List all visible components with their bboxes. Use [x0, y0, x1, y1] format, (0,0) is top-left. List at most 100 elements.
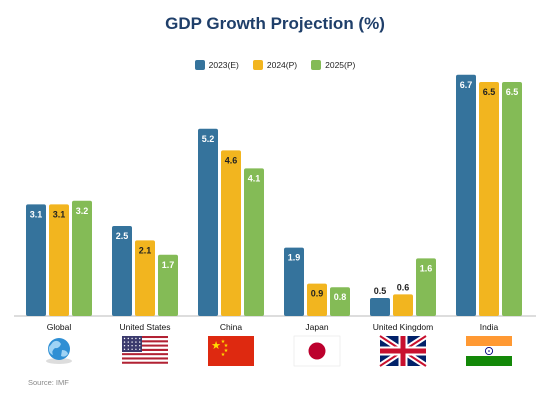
- flag-star: ★: [221, 339, 226, 345]
- flag-star: [131, 348, 133, 350]
- data-label: 1.7: [162, 260, 175, 270]
- data-label: 2.1: [139, 245, 152, 255]
- data-label: 4.1: [248, 173, 261, 183]
- uk-flag-icon: [378, 333, 428, 369]
- flag-star: [131, 341, 133, 343]
- data-label: 3.1: [53, 209, 66, 219]
- flag-stripe: [122, 338, 168, 341]
- bar: [416, 258, 436, 316]
- data-label: 1.9: [288, 253, 301, 263]
- globe-icon: [46, 338, 72, 364]
- data-label: 0.5: [374, 286, 387, 296]
- flag-star: [123, 337, 126, 340]
- flag-star: [135, 341, 137, 343]
- flag-stripe: [122, 353, 168, 356]
- bar: [479, 82, 499, 316]
- flag-stripe: [122, 351, 168, 354]
- flag-chakra: [484, 346, 494, 356]
- legend: 2023(E) 2024(P) 2025(P): [0, 60, 550, 70]
- bar: [221, 150, 241, 316]
- legend-item-2024: 2024(P): [252, 60, 298, 70]
- data-label: 1.6: [420, 263, 433, 273]
- bar: [370, 298, 390, 316]
- source-note: Source: IMF: [28, 378, 69, 387]
- flag-star: [139, 341, 141, 343]
- flag-sun: [308, 342, 326, 360]
- bar: [158, 254, 178, 316]
- bar: [135, 240, 155, 316]
- data-label: 6.5: [483, 87, 496, 97]
- flag-star: [127, 348, 129, 350]
- bar: [393, 294, 413, 316]
- flag-star: ★: [221, 352, 226, 358]
- flag-stripe: [122, 340, 168, 343]
- bar: [456, 74, 476, 316]
- bar: [244, 168, 264, 316]
- globe-land: [61, 350, 68, 357]
- flag-stripe: [122, 342, 168, 345]
- legend-swatch: [311, 60, 322, 70]
- flag-star: [135, 337, 137, 340]
- flag-star: ★: [224, 343, 229, 349]
- bar: [284, 247, 304, 316]
- globe-shadow: [46, 358, 72, 364]
- us-flag-icon: [122, 336, 168, 366]
- legend-item-2025: 2025(P): [311, 60, 355, 70]
- legend-swatch: [194, 60, 205, 70]
- flag-stripe: [122, 361, 168, 364]
- india-flag-icon: [466, 336, 512, 366]
- bar: [112, 226, 132, 316]
- bar: [49, 204, 69, 316]
- category-label: India: [480, 322, 499, 332]
- globe-land: [48, 340, 61, 355]
- data-label: 3.2: [76, 206, 89, 216]
- legend-label: 2025(P): [325, 60, 356, 70]
- legend-label: 2023(E): [208, 60, 239, 70]
- flag-cross: [380, 336, 426, 366]
- flag-stripe: [122, 355, 168, 358]
- data-label: 6.7: [460, 80, 473, 90]
- flag-star: [123, 345, 126, 347]
- flag-star: ★: [224, 348, 229, 354]
- flag-star: [135, 345, 137, 347]
- data-label: 0.9: [311, 289, 324, 299]
- data-label: 0.6: [397, 282, 410, 292]
- flag-canton: [122, 336, 142, 352]
- category-label: Japan: [305, 322, 328, 332]
- data-label: 6.5: [506, 87, 519, 97]
- flag-star: [135, 348, 137, 350]
- bar: [502, 82, 522, 316]
- category-label: United Kingdom: [373, 322, 433, 332]
- flag-star: [139, 348, 141, 350]
- data-label: 3.1: [30, 209, 43, 219]
- bar: [307, 283, 327, 316]
- flag-star: ★: [211, 340, 221, 352]
- bar: [330, 287, 350, 316]
- data-label: 4.6: [225, 155, 238, 165]
- bar: [26, 204, 46, 316]
- flag-stripe: [122, 359, 168, 362]
- flag-stripe: [122, 344, 168, 347]
- category-label: United States: [119, 322, 170, 332]
- bar: [198, 128, 218, 316]
- flag-stripe: [122, 363, 168, 366]
- flag-star: [131, 345, 133, 347]
- flag-stripe: [466, 356, 512, 366]
- data-label: 2.5: [116, 231, 129, 241]
- flag-star: [139, 345, 141, 347]
- legend-item-2023: 2023(E): [194, 60, 239, 70]
- flag-chakra-hub: [488, 350, 490, 352]
- flag-star: [131, 337, 133, 340]
- flag-stripe: [122, 336, 168, 339]
- legend-swatch: [252, 60, 263, 70]
- flag-star: [127, 337, 129, 340]
- legend-label: 2024(P): [266, 60, 298, 70]
- flag-star: [123, 348, 126, 350]
- flag-star: [127, 345, 129, 347]
- flag-field: [208, 336, 254, 366]
- bar: [72, 200, 92, 316]
- category-label: China: [220, 322, 242, 332]
- category-label: Global: [47, 322, 72, 332]
- data-label: 0.8: [334, 292, 347, 302]
